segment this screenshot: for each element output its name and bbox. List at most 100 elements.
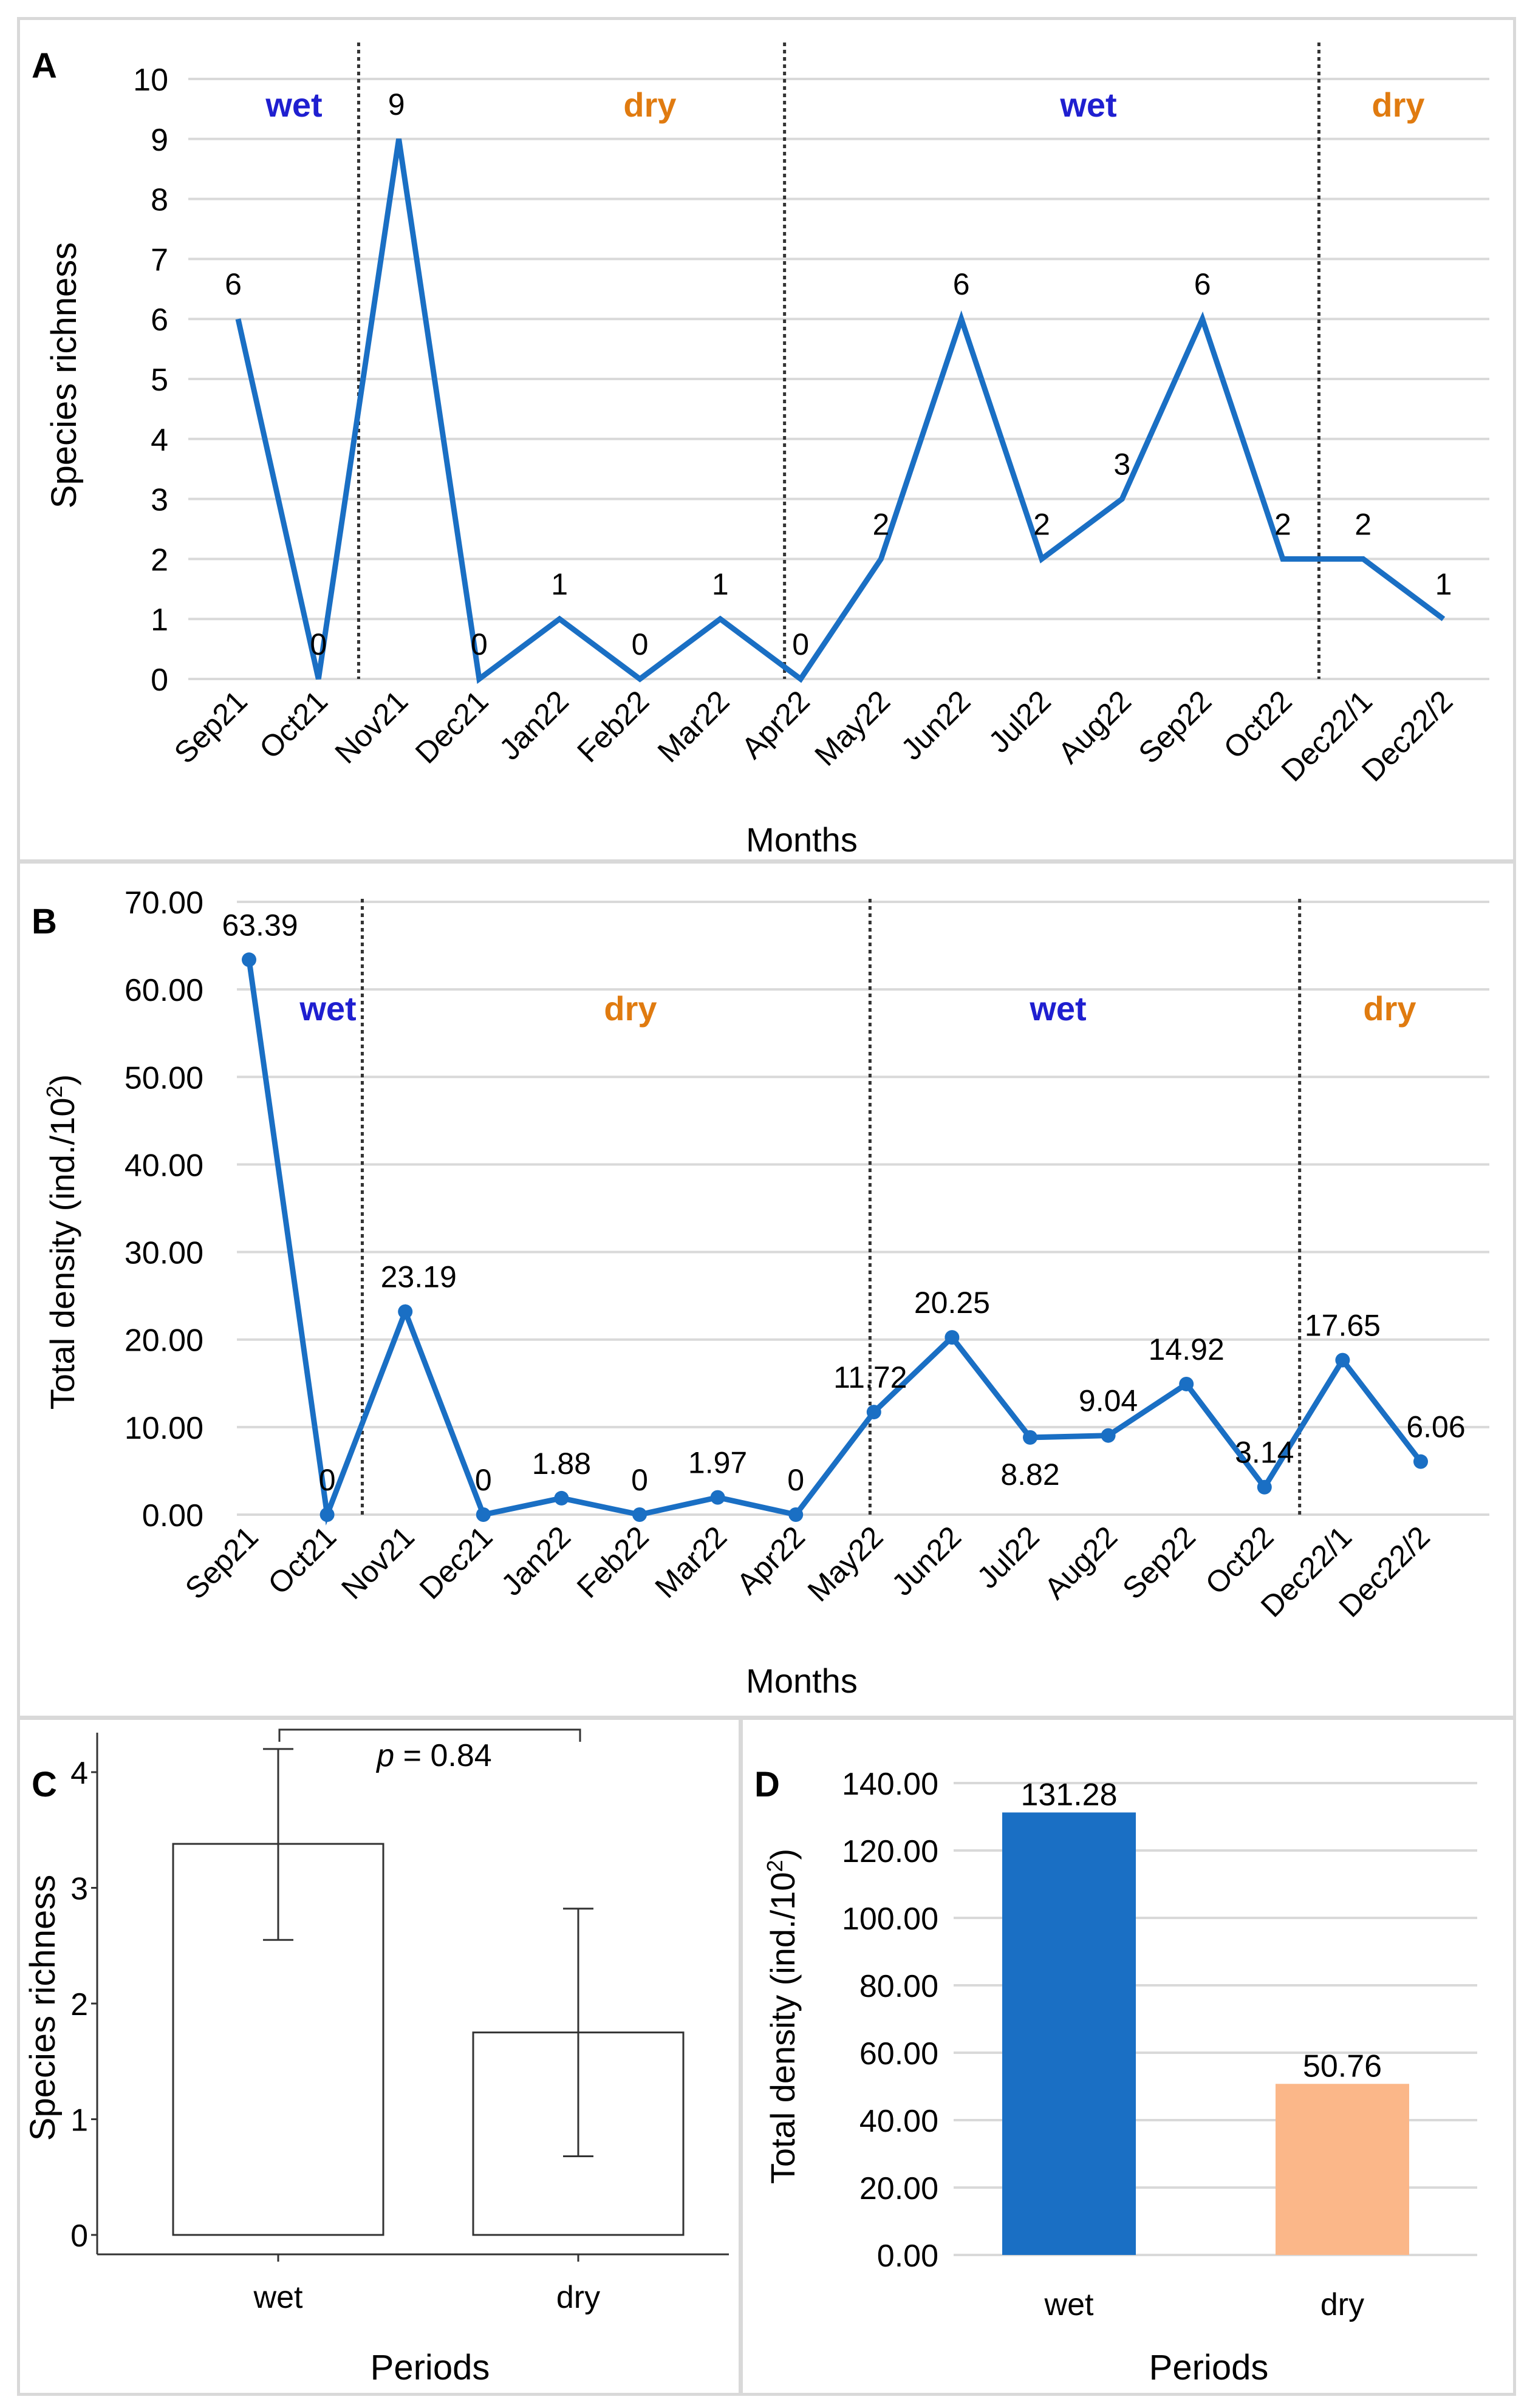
- data-point: [554, 1490, 569, 1506]
- data-label: 8.82: [1000, 1458, 1059, 1492]
- panel-b-x-ticks: Sep21Oct21Nov21Dec21Jan22Feb22Mar22Apr22…: [179, 1519, 1436, 1623]
- panel-c-bars: [172, 1843, 685, 2236]
- data-label: 6: [1194, 267, 1211, 301]
- data-point: [1335, 1352, 1350, 1368]
- panel-d-y-axis-label: Total density (ind./102): [762, 1849, 802, 2184]
- y-tick-label: 80.00: [859, 1969, 938, 2004]
- data-point: [1023, 1430, 1037, 1445]
- y-tick-label: 0: [70, 2219, 88, 2254]
- panel-b-series-line: [246, 959, 1423, 1526]
- y-tick-label: 50.00: [125, 1060, 203, 1096]
- data-point: [1101, 1428, 1116, 1443]
- data-point: [398, 1304, 413, 1319]
- panel-c-x-ticks: wet dry: [253, 2254, 600, 2315]
- significance-bracket: [278, 1728, 581, 1742]
- y-tick-label: 0.00: [142, 1498, 203, 1533]
- panel-d: D 0.00 20.00 40.00 60.00 80.00 100.00 120.00 14…: [754, 1765, 1477, 2387]
- x-tick-label: Mar22: [651, 684, 736, 769]
- data-label: 2: [1354, 507, 1372, 541]
- panel-d-y-ticks: 0.00 20.00 40.00 60.00 80.00 100.00 120.00 140.…: [842, 1767, 938, 2274]
- x-tick-label: Jan22: [493, 684, 575, 766]
- x-tick-label: Nov21: [329, 684, 415, 770]
- panel-a-x-ticks: Sep21Oct21Nov21Dec21Jan22Feb22Mar22Apr22…: [168, 684, 1459, 788]
- y-tick-label: 2: [151, 542, 168, 578]
- x-tick-label: Jun22: [895, 684, 977, 766]
- x-tick-label: Dec21: [409, 684, 495, 770]
- panel-a-gridlines: [188, 78, 1489, 680]
- data-label: 2: [872, 507, 889, 541]
- data-label: 0: [632, 627, 649, 661]
- data-label: 0: [475, 1463, 492, 1497]
- y-tick-label: 9: [151, 123, 168, 158]
- data-point: [788, 1507, 804, 1522]
- data-label: 14.92: [1149, 1332, 1225, 1366]
- x-tick-label: Oct21: [253, 684, 334, 765]
- data-label: 1: [551, 567, 568, 601]
- y-tick-label: 20.00: [859, 2171, 938, 2206]
- panel-a-y-ticks: 0 1 2 3 4 5 6 7 8 9 10: [133, 63, 168, 698]
- x-tick-label: Apr22: [735, 684, 816, 765]
- y-tick-label: 4: [70, 1756, 88, 1791]
- x-tick-label: Jun22: [885, 1519, 968, 1602]
- data-label: 0: [631, 1463, 648, 1497]
- period-label-dry-2: dry: [1363, 989, 1416, 1028]
- data-label: 131.28: [1020, 1777, 1117, 1812]
- x-tick-label: Feb22: [570, 684, 655, 769]
- panel-b: B 0.00 10.00 20.00 30.00 40.00 50.00 60.00 70.0…: [32, 885, 1489, 1700]
- panel-c-label: C: [32, 1765, 57, 1804]
- panel-a-period-labels: wet dry wet dry: [265, 86, 1424, 124]
- data-point: [1179, 1376, 1194, 1391]
- bar-wet: [1002, 1812, 1136, 2255]
- data-point: [1413, 1454, 1428, 1469]
- y-tick-label: 100.00: [842, 1902, 938, 1937]
- data-label: 0: [787, 1463, 804, 1497]
- x-tick-label: Aug22: [1051, 684, 1138, 770]
- data-point: [476, 1507, 491, 1522]
- y-tick-label: 4: [151, 423, 168, 458]
- y-tick-label: 40.00: [125, 1148, 203, 1183]
- x-tick-label: dry: [1320, 2287, 1364, 2322]
- data-label: 9: [388, 87, 405, 121]
- period-label-wet-2: wet: [1029, 989, 1086, 1028]
- period-label-wet-1: wet: [265, 86, 322, 124]
- data-label: 1.88: [532, 1447, 591, 1481]
- y-tick-label: 10: [133, 63, 168, 98]
- data-label: 2: [1274, 507, 1291, 541]
- data-label: 6: [225, 267, 242, 301]
- x-tick-label: Dec21: [413, 1519, 499, 1606]
- panel-b-period-dividers: [360, 899, 1302, 1515]
- data-label: 3.14: [1235, 1436, 1294, 1470]
- y-tick-label: 120.00: [842, 1834, 938, 1869]
- x-tick-label: Jul22: [982, 684, 1057, 759]
- panel-b-y-axis-label: Total density (ind./102): [42, 1074, 81, 1410]
- period-label-wet-2: wet: [1059, 86, 1116, 124]
- panel-d-x-ticks: wet dry: [1044, 2287, 1365, 2322]
- y-tick-label: 40.00: [859, 2104, 938, 2139]
- panel-d-value-labels: 131.28 50.76: [1020, 1777, 1382, 2084]
- period-label-dry-2: dry: [1372, 86, 1424, 124]
- panel-c-x-axis-label: Periods: [371, 2348, 490, 2387]
- panel-a-x-axis-label: Months: [746, 820, 858, 859]
- panel-b-label: B: [32, 902, 57, 941]
- y-tick-label: 10.00: [125, 1411, 203, 1446]
- y-tick-label: 1: [151, 602, 168, 638]
- x-tick-label: Sep21: [168, 684, 254, 770]
- data-label: 3: [1113, 448, 1130, 482]
- y-tick-label: 5: [151, 363, 168, 398]
- data-label: 63.39: [222, 908, 298, 942]
- x-tick-label: Sep22: [1132, 684, 1218, 770]
- x-tick-label: Nov21: [335, 1519, 421, 1606]
- panel-d-x-axis-label: Periods: [1149, 2348, 1269, 2387]
- x-tick-label: dry: [556, 2280, 600, 2315]
- y-tick-label: 30.00: [125, 1236, 203, 1271]
- y-tick-label: 8: [151, 183, 168, 218]
- y-tick-label: 60.00: [125, 973, 203, 1008]
- data-label: 6.06: [1406, 1410, 1465, 1444]
- x-tick-label: Mar22: [649, 1519, 734, 1605]
- data-label: 11.72: [833, 1360, 907, 1394]
- data-label: 1: [1435, 567, 1452, 601]
- panel-a-y-axis-label: Species richness: [44, 242, 84, 508]
- x-tick-label: May22: [801, 1519, 890, 1608]
